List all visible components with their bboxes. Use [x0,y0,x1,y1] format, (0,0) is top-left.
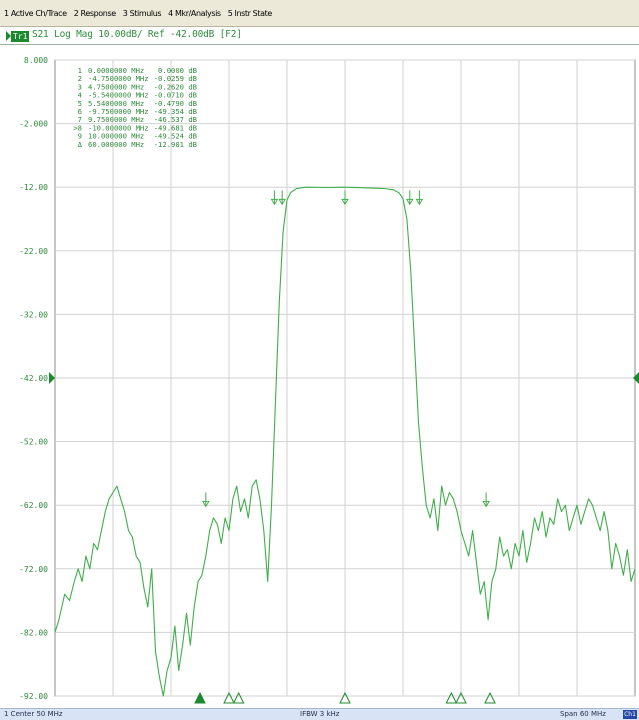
stimulus-triangle-icon [455,691,467,704]
marker-number: 9 [78,132,82,141]
menu-instr-state[interactable]: 5 Instr State [227,8,273,18]
ref-level-left-icon [49,372,55,384]
trace-plot[interactable]: 8.000 -2.000 -12.00 -22.00 -32.00 -42.00 -52.0… [0,45,639,708]
marker-frequency: 4.7500000 MHz [88,82,144,91]
marker-row: 2 -4.7500000 MHz -0.0259 dB [78,74,197,83]
marker-frequency: 0.0000000 MHz [88,66,144,75]
status-bar: 1 Center 50 MHz IFBW 3 kHz Span 60 MHz C… [0,708,639,720]
marker-flag-icon [405,198,414,206]
y-tick-label: -92.00 [19,692,48,701]
marker-number: >8 [73,123,82,132]
marker-flag-icon [415,198,424,206]
marker-number: 7 [78,115,82,124]
marker-number: 3 [78,82,82,91]
menu-mkr-analysis[interactable]: 4 Mkr/Analysis [168,8,221,18]
y-tick-label: -12.00 [19,183,48,192]
marker-number: 1 [78,66,82,75]
marker-table: 1 0.0000000 MHz 0.0000 dB 2 -4.7500000 MHz -0… [73,66,197,149]
marker-frequency: 9.7500000 MHz [88,115,144,124]
stimulus-triangle-icon [223,691,235,704]
y-tick-label: 8.000 [24,56,48,65]
marker-value: -12.901 dB [154,140,197,149]
channel-button[interactable]: Ch1 [623,710,637,719]
y-tick-label: -22.00 [19,247,48,256]
trace-line-group [54,186,636,697]
y-tick-label: -32.00 [19,310,48,319]
y-tick-label: -2.000 [19,120,48,129]
ref-level-right-icon [633,372,639,384]
active-trace-pointer-icon [6,31,11,41]
y-tick-label: -62.00 [19,501,48,510]
trace-id-badge: Tr1 [11,30,30,42]
stimulus-triangle-icon [194,691,206,704]
marker-value: -46.537 dB [154,115,197,124]
reference-level-markers [49,372,639,384]
y-tick-label: -72.00 [19,565,48,574]
marker-number: 4 [78,91,82,100]
y-tick-label: -42.00 [19,374,48,383]
marker-flag-icon [341,198,349,206]
stimulus-triangle-icon [232,691,245,704]
trace-header: Tr1 S21 Log Mag 10.00dB/ Ref -42.00dB [F… [0,27,639,45]
y-tick-label: -82.00 [19,628,48,637]
stimulus-triangle-icon [484,691,496,704]
marker-flags [202,190,490,508]
marker-number: Δ [78,140,83,149]
marker-value: -0.2620 dB [154,82,197,91]
marker-flag-icon [202,501,210,508]
marker-value: -49.681 dB [154,123,197,132]
marker-flag-icon [278,198,286,206]
marker-row: >8 -10.000000 MHz -49.681 dB [73,123,197,132]
stimulus-markers [194,691,496,704]
stimulus-triangle-icon [445,691,458,704]
trace-label[interactable]: S21 Log Mag 10.00dB/ Ref -42.00dB [F2] [32,29,242,40]
marker-frequency: 10.000000 MHz [88,132,144,141]
status-ifbw: IFBW 3 kHz [300,710,340,718]
trace-selector[interactable]: Tr1 [6,30,30,42]
marker-number: 2 [78,74,82,83]
marker-row: 6 -9.7500000 MHz -49.354 dB [78,107,197,116]
marker-row: 7 9.7500000 MHz -46.537 dB [78,115,197,124]
menu-bar: 1 Active Ch/Trace 2 Response 3 Stimulus … [0,0,639,27]
marker-row: 9 10.000000 MHz -49.524 dB [78,132,197,141]
plot-grid [54,59,636,697]
marker-frequency: -10.000000 MHz [88,123,149,132]
marker-row: 4 -5.5400000 MHz -0.0710 dB [78,91,197,100]
marker-row: Δ 60.000000 MHz -12.901 dB [78,140,197,149]
marker-value: -49.524 dB [154,132,197,141]
marker-frequency: -5.5400000 MHz [88,91,149,100]
marker-number: 5 [78,99,82,108]
marker-value: -0.0259 dB [154,74,197,83]
y-axis-labels: 8.000 -2.000 -12.00 -22.00 -32.00 -42.00 -52.0… [19,56,48,701]
marker-frequency: -4.7500000 MHz [88,74,149,83]
marker-value: 0.0000 dB [158,66,197,75]
y-tick-label: -52.00 [19,438,48,447]
status-span: Span 60 MHz [560,710,606,718]
marker-value: -0.0710 dB [154,91,197,100]
marker-row: 3 4.7500000 MHz -0.2620 dB [78,82,197,91]
stimulus-triangle-icon [339,691,351,704]
marker-value: -0.4790 dB [154,99,197,108]
marker-frequency: 60.000000 MHz [88,140,144,149]
marker-frequency: 5.5400000 MHz [88,99,144,108]
trace-line [54,186,636,697]
menu-stimulus[interactable]: 3 Stimulus [122,8,162,18]
marker-flag-icon [270,198,279,206]
menu-active-ch-trace[interactable]: 1 Active Ch/Trace [4,8,67,18]
marker-frequency: -9.7500000 MHz [88,107,149,116]
status-center: 1 Center 50 MHz [4,710,63,718]
marker-value: -49.354 dB [154,107,197,116]
marker-row: 1 0.0000000 MHz 0.0000 dB [78,66,197,75]
marker-row: 5 5.5400000 MHz -0.4790 dB [78,99,197,108]
marker-flag-icon [482,501,490,508]
marker-number: 6 [78,107,82,116]
menu-response[interactable]: 2 Response [73,8,116,18]
